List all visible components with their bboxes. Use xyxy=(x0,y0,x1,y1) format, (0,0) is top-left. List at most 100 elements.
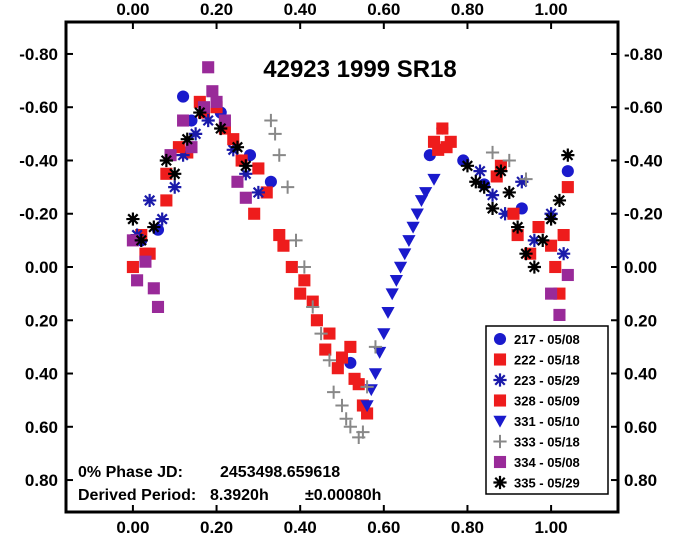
data-point xyxy=(545,239,558,252)
data-point xyxy=(294,287,307,300)
legend-marker xyxy=(493,353,507,366)
data-point xyxy=(268,127,282,141)
legend-marker xyxy=(493,434,507,449)
data-point xyxy=(272,148,286,162)
data-point xyxy=(230,140,245,154)
data-point xyxy=(557,228,570,242)
y-left-tick-label: -0.60 xyxy=(19,98,58,117)
x-top-tick-label: 0.80 xyxy=(451,0,484,19)
data-point xyxy=(168,180,182,194)
data-point xyxy=(419,187,433,200)
legend-marker xyxy=(493,332,507,346)
data-point xyxy=(360,400,374,413)
y-left-tick-label: -0.80 xyxy=(19,45,58,64)
data-point xyxy=(402,235,416,247)
legend-label: 333 - 05/18 xyxy=(514,435,580,450)
data-point xyxy=(126,260,139,274)
chart-title: 42923 1999 SR18 xyxy=(263,56,457,83)
data-point xyxy=(210,95,223,108)
x-top-tick-label: 0.60 xyxy=(367,0,400,19)
data-point xyxy=(398,248,412,261)
legend-label: 334 - 05/08 xyxy=(514,455,580,470)
data-point xyxy=(314,326,328,341)
y-right-tick-label: 0.00 xyxy=(624,258,657,277)
data-point xyxy=(544,212,558,226)
data-point xyxy=(134,233,148,247)
data-point xyxy=(177,114,190,127)
period-label: Derived Period: xyxy=(78,487,196,504)
phase-label: 0% Phase JD: xyxy=(78,464,183,481)
y-left-tick-label: 0.60 xyxy=(25,418,58,437)
data-point xyxy=(515,175,529,189)
x-bottom-tick-label: 0.80 xyxy=(451,518,484,537)
data-point xyxy=(239,167,253,181)
legend-label: 217 - 05/08 xyxy=(514,332,580,347)
data-point xyxy=(180,132,194,146)
data-point xyxy=(440,141,453,154)
data-point xyxy=(281,180,295,194)
data-point xyxy=(552,193,567,208)
data-point xyxy=(502,153,516,168)
period-error: ±0.00080h xyxy=(305,487,381,504)
data-point xyxy=(322,353,337,367)
data-point xyxy=(348,372,361,385)
legend-label: 331 - 05/10 xyxy=(514,414,580,429)
data-point xyxy=(160,194,173,207)
data-point xyxy=(485,145,500,160)
data-point xyxy=(168,167,182,181)
x-top-tick-label: 0.40 xyxy=(284,0,317,19)
data-point xyxy=(507,207,520,220)
legend-label: 335 - 05/29 xyxy=(514,476,580,491)
data-point xyxy=(193,105,207,120)
data-point xyxy=(527,233,541,247)
data-point xyxy=(343,420,357,434)
data-point xyxy=(289,233,303,247)
y-right-tick-label: 0.20 xyxy=(624,311,657,330)
data-point xyxy=(360,380,374,394)
x-top-tick-label: 0.20 xyxy=(200,0,233,19)
y-right-tick-label: 0.40 xyxy=(624,365,657,384)
period-value: 8.3920h xyxy=(210,487,269,504)
data-point xyxy=(147,282,160,295)
data-point xyxy=(251,185,265,200)
y-right-tick-label: 0.80 xyxy=(624,471,657,490)
data-point xyxy=(477,180,491,194)
data-point xyxy=(147,220,161,234)
data-point xyxy=(159,153,173,168)
data-point xyxy=(561,181,574,194)
data-point xyxy=(227,133,240,146)
data-point xyxy=(176,148,190,162)
data-point xyxy=(327,385,341,399)
data-point xyxy=(155,212,169,226)
data-point xyxy=(252,162,265,175)
y-left-tick-label: -0.40 xyxy=(19,151,58,170)
data-point xyxy=(126,234,139,247)
data-point xyxy=(410,208,424,221)
y-axis-left: -0.80 -0.60 -0.40 -0.20 0.00 0.20 0.40 0.60 0.80 xyxy=(19,45,73,490)
data-point xyxy=(356,425,370,439)
data-point xyxy=(160,167,173,180)
data-points xyxy=(126,61,575,445)
data-point xyxy=(460,159,475,173)
data-point xyxy=(561,165,574,178)
data-point xyxy=(214,121,228,136)
x-bottom-tick-label: 1.00 xyxy=(535,518,568,537)
data-point xyxy=(344,340,357,353)
data-point xyxy=(368,340,383,354)
legend-label: 223 - 05/29 xyxy=(514,373,580,388)
data-point xyxy=(511,220,525,234)
data-point xyxy=(260,186,273,199)
data-point xyxy=(298,274,311,287)
data-point xyxy=(177,90,190,103)
data-point xyxy=(201,113,215,128)
x-bottom-tick-label: 0.20 xyxy=(200,518,233,537)
data-point xyxy=(231,175,244,188)
data-point xyxy=(385,288,399,301)
data-point xyxy=(427,135,441,148)
x-top-tick-label: 0.00 xyxy=(116,0,149,19)
x-bottom-tick-label: 0.60 xyxy=(367,518,400,537)
data-point xyxy=(206,85,219,98)
data-point xyxy=(519,247,533,261)
data-point xyxy=(202,61,215,74)
x-axis-top: 0.00 0.20 0.40 0.60 0.80 1.00 xyxy=(116,0,568,29)
